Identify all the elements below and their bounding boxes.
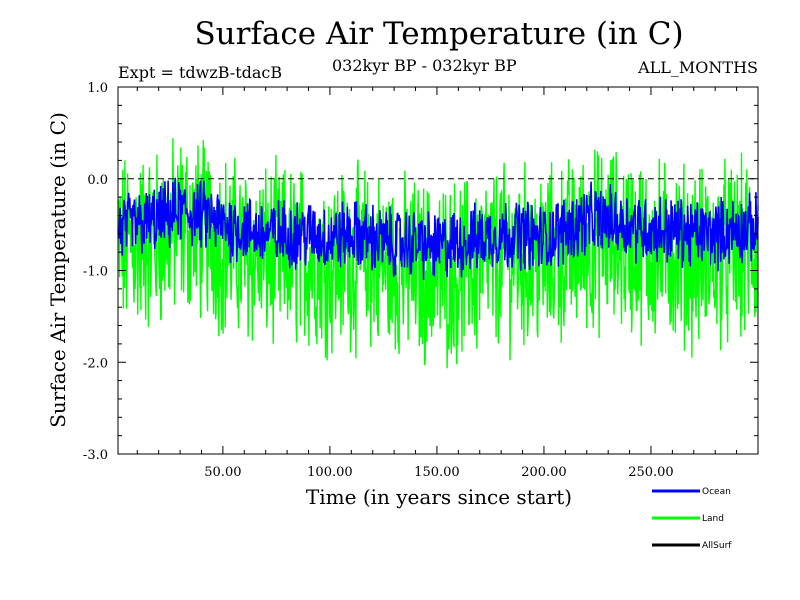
y-tick-label: -3.0 xyxy=(83,448,108,463)
x-tick-label: 100.00 xyxy=(307,465,353,480)
x-tick-label: 150.00 xyxy=(414,465,460,480)
chart-title: Surface Air Temperature (in C) xyxy=(194,16,684,52)
y-tick-label: 1.0 xyxy=(87,81,108,96)
x-axis-label: Time (in years since start) xyxy=(305,485,573,509)
x-tick-label: 50.00 xyxy=(204,465,241,480)
months-label: ALL_MONTHS xyxy=(638,58,758,77)
y-tick-label: -2.0 xyxy=(83,356,108,371)
legend-label-allsurf: AllSurf xyxy=(702,541,732,551)
series-layer xyxy=(117,138,759,369)
legend-label-ocean: Ocean xyxy=(702,487,731,497)
ticks-layer: 50.00 100.00 150.00 200.00 250.00 1.0 0.0 -1.0 -… xyxy=(83,81,758,480)
x-tick-label: 200.00 xyxy=(521,465,567,480)
legend: Ocean Land AllSurf xyxy=(652,487,732,551)
legend-label-land: Land xyxy=(702,514,724,524)
y-tick-label: -1.0 xyxy=(83,265,108,280)
experiment-label: Expt = tdwzB-tdacB xyxy=(118,63,283,82)
chart-subtitle: 032kyr BP - 032kyr BP xyxy=(332,56,517,75)
series-line-land xyxy=(117,138,759,369)
series-line-ocean xyxy=(117,177,759,281)
y-tick-label: 0.0 xyxy=(87,173,108,188)
x-tick-label: 250.00 xyxy=(628,465,674,480)
